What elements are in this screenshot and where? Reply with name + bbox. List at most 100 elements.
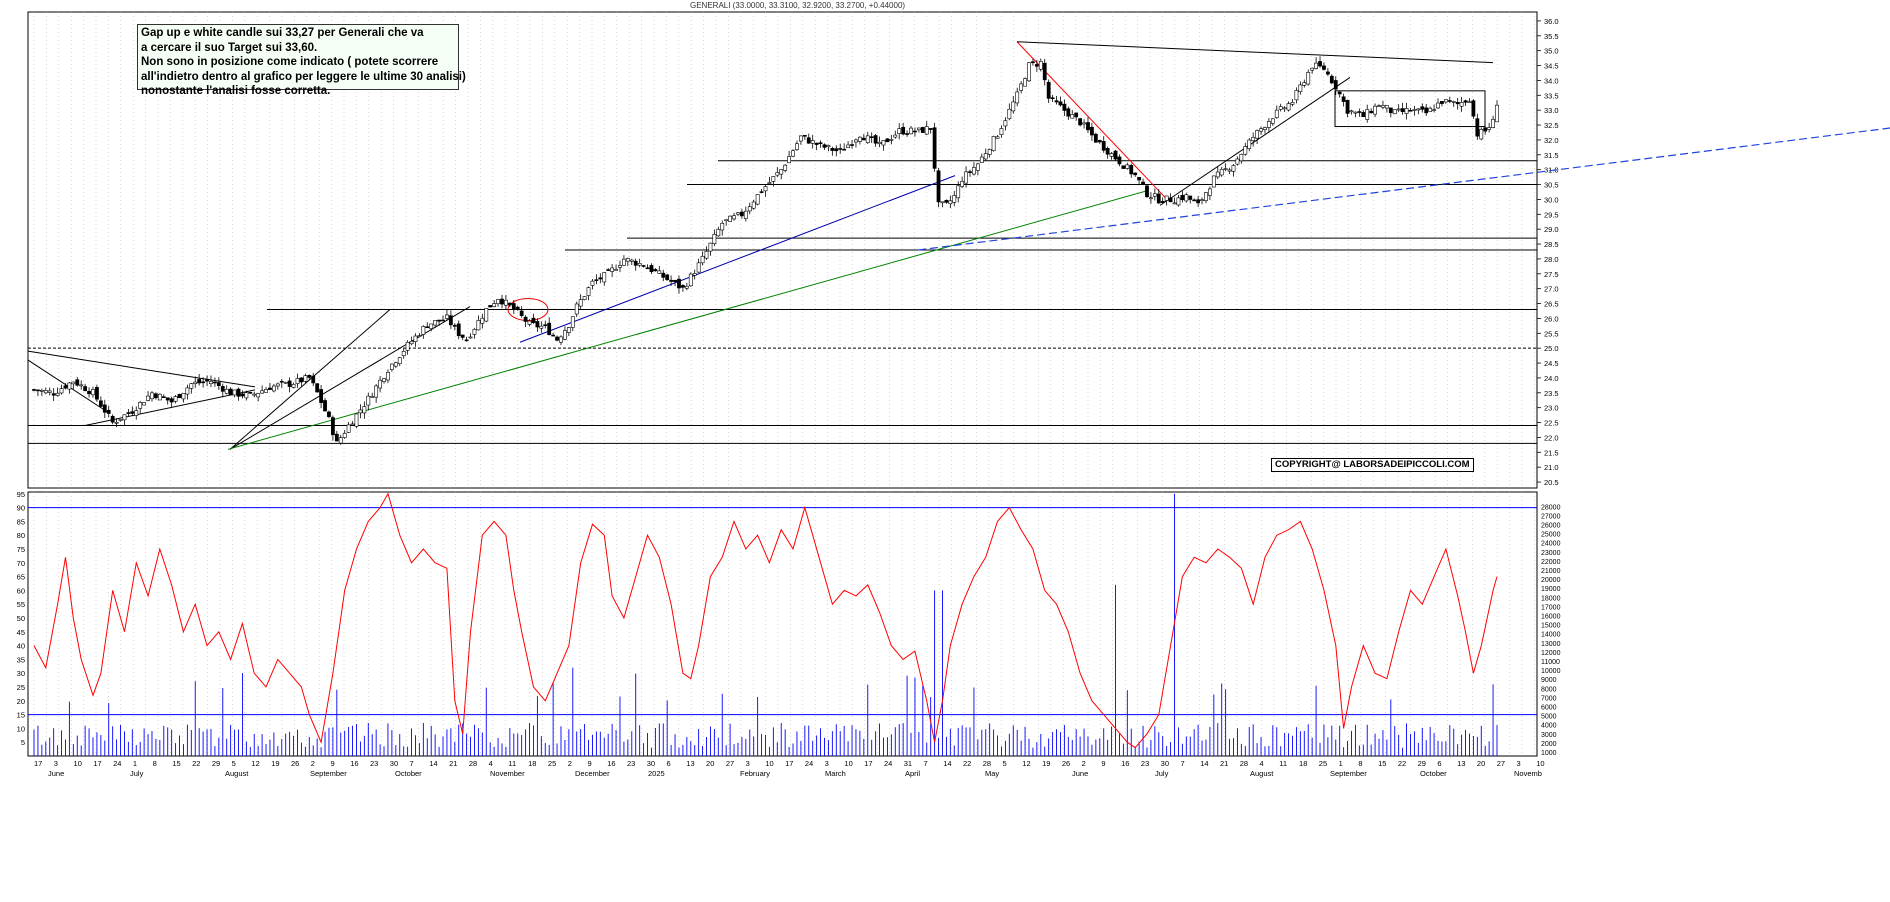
gap-ellipse: [507, 298, 549, 321]
candle-body: [1420, 106, 1425, 110]
candle-body: [1412, 109, 1417, 111]
candle-body: [979, 156, 984, 163]
candle-body: [566, 327, 571, 333]
candle-body: [1294, 90, 1299, 101]
candle-body: [1447, 100, 1452, 102]
candle-body: [1031, 61, 1035, 64]
candle-body: [1463, 100, 1468, 103]
price-tick-label: 20.5: [1544, 478, 1559, 487]
candle-body: [519, 310, 524, 316]
price-tick-label: 26.5: [1544, 300, 1559, 309]
candle-body: [708, 242, 713, 252]
candle-body: [1066, 108, 1071, 117]
candle-body: [1298, 84, 1303, 92]
candle-body: [1097, 140, 1102, 143]
candle-body: [885, 138, 890, 143]
x-day-label: 15: [172, 759, 180, 768]
candle-body: [1459, 102, 1464, 107]
green-support-line: [227, 190, 1149, 450]
candle-body: [315, 383, 320, 393]
candle-body: [240, 393, 245, 397]
x-day-label: 25: [1319, 759, 1327, 768]
candle-body: [657, 270, 662, 274]
price-tick-label: 31.5: [1544, 151, 1559, 160]
candle-body: [1113, 150, 1118, 160]
x-month-label: February: [740, 769, 770, 778]
candle-body: [1495, 104, 1499, 123]
candle-body: [787, 156, 791, 164]
x-day-label: 14: [429, 759, 437, 768]
candle-body: [712, 234, 717, 244]
candle-body: [106, 409, 111, 414]
candle-body: [641, 265, 646, 267]
candle-body: [47, 390, 52, 393]
candle-body: [1440, 101, 1444, 104]
candle-body: [916, 127, 921, 131]
candle-body: [618, 265, 622, 268]
candle-body: [1105, 148, 1110, 155]
candle-body: [913, 130, 917, 133]
candle-body: [850, 144, 854, 146]
candle-body: [791, 150, 795, 157]
candle-body: [59, 388, 64, 394]
candle-body: [36, 389, 40, 392]
candle-body: [515, 306, 520, 311]
candle-body: [704, 250, 709, 259]
x-day-label: 30: [390, 759, 398, 768]
candle-body: [213, 381, 217, 384]
rsi-tick-label: 45: [17, 628, 25, 637]
summer-trend-line: [1159, 77, 1351, 206]
candle-body: [118, 419, 123, 421]
candle-body: [1325, 71, 1330, 75]
candle-body: [838, 148, 843, 150]
candle-body: [330, 417, 335, 436]
candle-body: [358, 409, 363, 414]
candle-body: [488, 305, 493, 308]
candle-body: [1046, 81, 1051, 99]
candle-body: [861, 137, 866, 141]
candle-body: [1152, 193, 1157, 197]
x-day-label: 22: [192, 759, 200, 768]
x-day-label: 9: [330, 759, 334, 768]
candle-body: [492, 303, 497, 307]
candle-body: [334, 433, 339, 442]
candle-body: [311, 375, 316, 384]
x-day-label: 10: [74, 759, 82, 768]
candle-body: [32, 389, 36, 391]
candle-body: [1353, 111, 1358, 114]
candle-body: [1443, 99, 1448, 103]
candle-body: [236, 388, 241, 397]
candle-body: [146, 395, 150, 401]
volume-tick-label: 18000: [1541, 595, 1561, 602]
candle-body: [1247, 139, 1252, 149]
x-month-label: October: [395, 769, 422, 778]
candle-body: [232, 389, 237, 396]
candle-body: [681, 285, 685, 288]
candle-body: [142, 402, 147, 406]
candle-body: [209, 381, 213, 384]
candle-body: [901, 126, 906, 135]
candle-body: [1345, 99, 1350, 114]
candle-body: [570, 316, 575, 328]
candle-body: [1188, 195, 1193, 200]
price-tick-label: 34.5: [1544, 62, 1559, 71]
candle-body: [307, 374, 312, 378]
rsi-tick-label: 30: [17, 669, 25, 678]
candle-body: [1365, 109, 1370, 120]
candle-body: [645, 267, 650, 270]
candle-body: [1192, 199, 1197, 202]
price-tick-label: 32.0: [1544, 136, 1559, 145]
candle-body: [1357, 111, 1362, 113]
x-month-label: August: [225, 769, 249, 778]
note-line-3: Non sono in posizione come indicato ( po…: [141, 56, 439, 68]
x-day-label: 7: [410, 759, 414, 768]
candle-body: [437, 319, 441, 322]
candle-body: [696, 262, 701, 273]
candle-body: [826, 145, 831, 148]
candle-body: [1396, 108, 1401, 111]
x-day-label: 12: [1022, 759, 1030, 768]
candle-body: [1086, 122, 1090, 131]
candle-body: [299, 377, 304, 383]
candle-body: [1062, 103, 1067, 111]
candle-body: [857, 136, 862, 142]
